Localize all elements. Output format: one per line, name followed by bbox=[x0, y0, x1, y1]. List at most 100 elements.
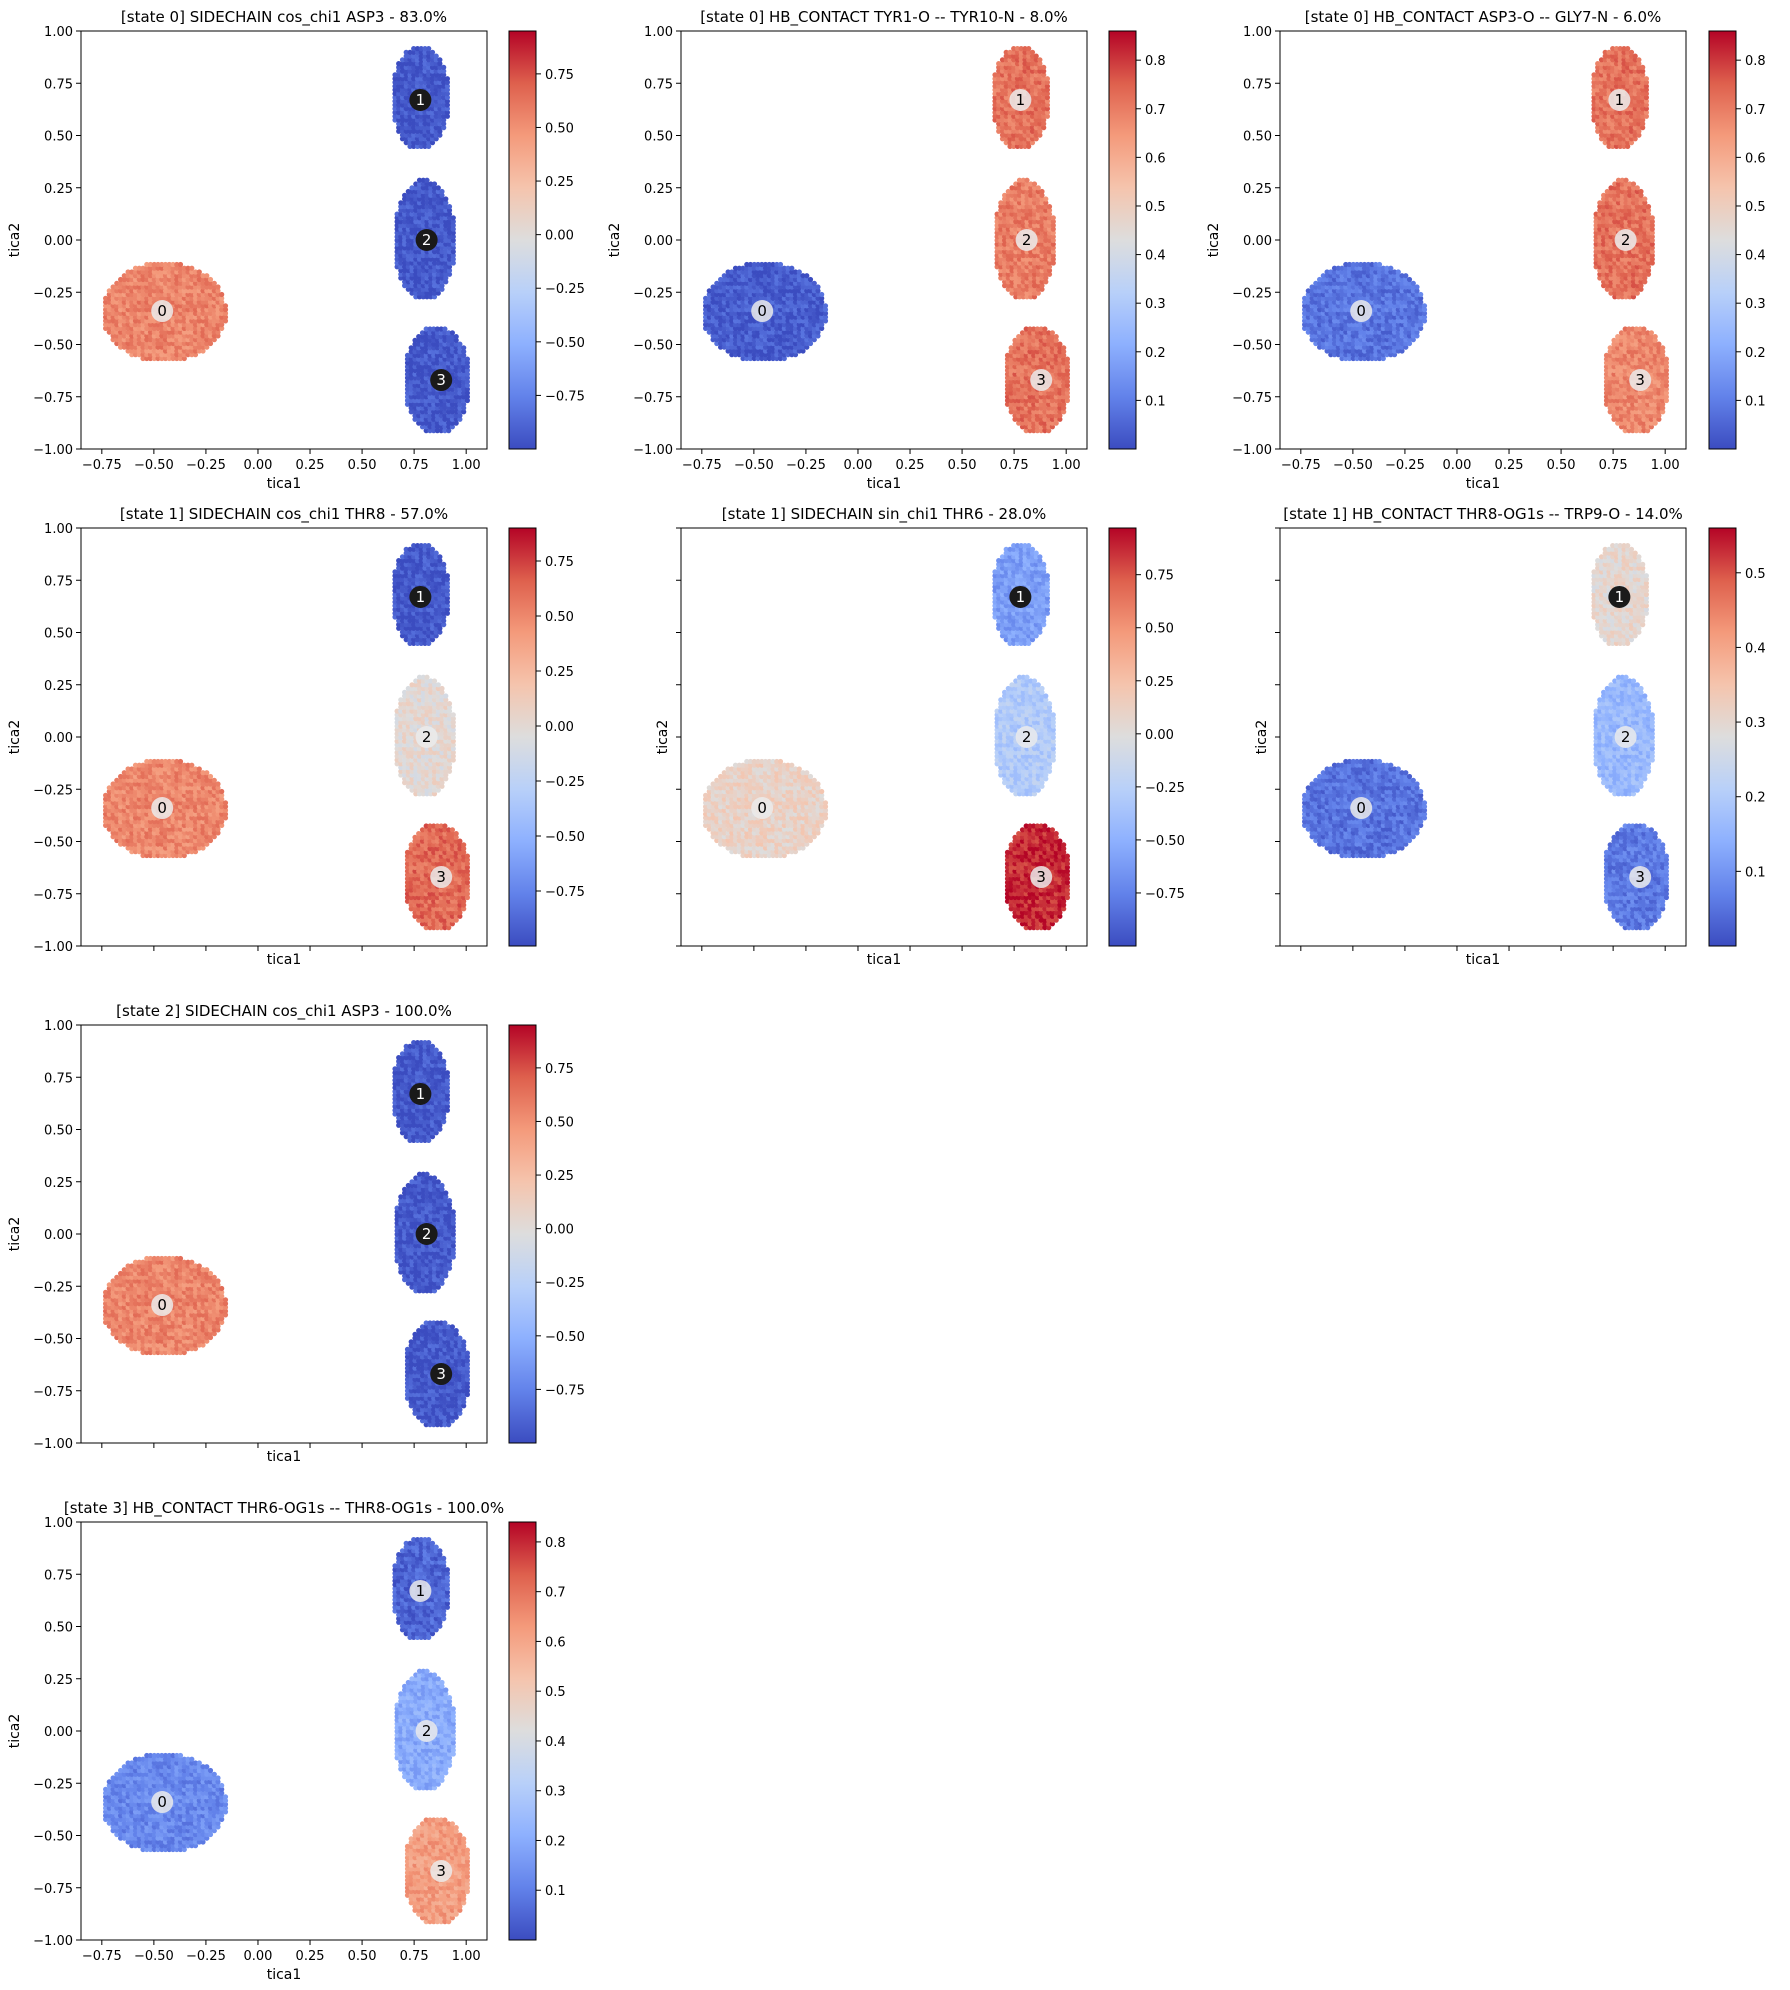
point bbox=[177, 333, 184, 339]
point bbox=[411, 64, 417, 70]
point bbox=[411, 109, 417, 116]
point bbox=[429, 53, 436, 59]
point bbox=[125, 280, 131, 286]
point bbox=[174, 303, 180, 309]
point bbox=[403, 102, 409, 108]
point bbox=[426, 117, 432, 123]
point bbox=[140, 273, 146, 279]
point bbox=[132, 288, 139, 294]
point bbox=[196, 329, 202, 335]
point bbox=[103, 318, 109, 324]
point bbox=[181, 265, 187, 271]
point bbox=[433, 57, 439, 63]
point bbox=[399, 128, 406, 134]
point bbox=[426, 53, 432, 59]
point bbox=[429, 121, 436, 127]
point bbox=[396, 91, 402, 97]
point bbox=[1403, 273, 1409, 279]
point bbox=[125, 337, 131, 343]
point bbox=[121, 333, 127, 339]
point bbox=[204, 273, 210, 279]
point bbox=[144, 269, 150, 275]
point bbox=[414, 46, 421, 52]
point bbox=[189, 288, 195, 294]
point bbox=[396, 117, 402, 123]
point bbox=[207, 322, 214, 328]
point bbox=[147, 340, 154, 347]
point bbox=[211, 333, 217, 339]
point bbox=[215, 314, 221, 320]
point bbox=[144, 284, 150, 290]
point bbox=[189, 318, 195, 324]
point bbox=[426, 125, 432, 131]
point bbox=[159, 288, 165, 294]
point bbox=[185, 265, 191, 271]
point bbox=[132, 291, 139, 298]
point bbox=[433, 61, 439, 67]
point bbox=[422, 49, 428, 55]
point bbox=[411, 49, 417, 55]
point bbox=[114, 337, 120, 343]
x-tick-label: −0.50 bbox=[734, 458, 774, 473]
point bbox=[147, 352, 154, 358]
y-tick-label: −0.25 bbox=[633, 286, 673, 301]
point bbox=[147, 273, 154, 279]
colorbar-tick-label: 0.7 bbox=[1145, 103, 1166, 118]
point bbox=[429, 64, 436, 70]
point bbox=[418, 83, 424, 89]
point bbox=[407, 83, 413, 89]
point bbox=[136, 276, 142, 283]
point bbox=[129, 337, 135, 343]
point bbox=[106, 314, 112, 320]
point bbox=[196, 337, 202, 343]
point bbox=[185, 310, 191, 316]
point bbox=[196, 295, 202, 301]
point bbox=[166, 329, 172, 335]
point bbox=[414, 121, 421, 127]
point bbox=[159, 340, 165, 347]
y-tick-label: 0.75 bbox=[644, 77, 673, 92]
point bbox=[118, 329, 124, 335]
point bbox=[414, 125, 421, 131]
point bbox=[1064, 356, 1070, 362]
point bbox=[177, 355, 184, 362]
point bbox=[418, 79, 424, 85]
point bbox=[1406, 276, 1413, 283]
point bbox=[144, 314, 150, 320]
point bbox=[121, 318, 127, 324]
point bbox=[215, 318, 221, 324]
point bbox=[433, 64, 439, 70]
point bbox=[450, 215, 456, 221]
point bbox=[147, 344, 154, 350]
point bbox=[426, 87, 432, 93]
point bbox=[170, 276, 176, 283]
point bbox=[207, 325, 214, 331]
point bbox=[174, 288, 180, 294]
y-tick-label: −0.75 bbox=[633, 391, 673, 406]
point bbox=[431, 181, 438, 187]
point bbox=[211, 307, 217, 313]
point bbox=[114, 325, 120, 331]
point bbox=[162, 291, 169, 298]
point bbox=[196, 322, 202, 328]
point bbox=[426, 79, 432, 85]
point bbox=[174, 340, 180, 347]
point bbox=[114, 284, 120, 290]
point bbox=[207, 303, 214, 309]
point bbox=[181, 325, 187, 331]
point bbox=[396, 68, 402, 74]
point bbox=[166, 348, 172, 354]
subplot-0: [state 0] SIDECHAIN cos_chi1 ASP3 - 83.0… bbox=[7, 8, 585, 492]
point bbox=[121, 314, 127, 320]
point bbox=[125, 340, 131, 347]
point bbox=[1037, 57, 1043, 63]
point bbox=[433, 132, 439, 138]
point bbox=[426, 46, 432, 52]
point bbox=[140, 352, 146, 358]
point bbox=[407, 68, 413, 74]
point bbox=[1628, 49, 1635, 55]
point bbox=[121, 325, 127, 331]
point bbox=[200, 303, 206, 309]
point bbox=[106, 291, 112, 298]
point bbox=[403, 94, 409, 101]
